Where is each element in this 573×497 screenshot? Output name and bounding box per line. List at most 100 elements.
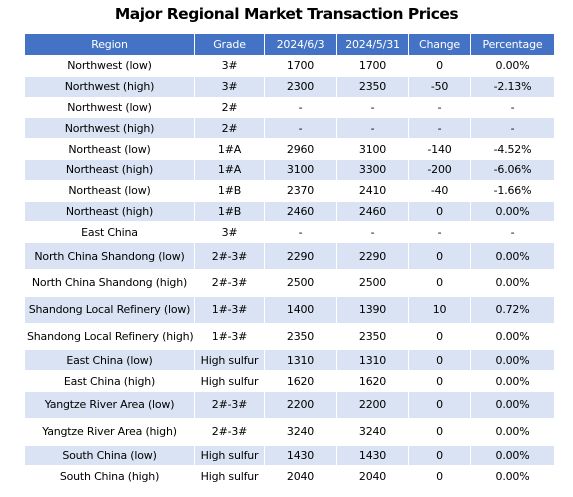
region-cell: Northeast (low) <box>24 138 195 160</box>
region-cell: South China (low) <box>24 444 195 467</box>
change-cell: 0 <box>408 370 471 392</box>
percentage-cell: -1.66% <box>470 179 555 202</box>
region-cell: Shandong Local Refinery (high) <box>24 322 195 351</box>
price-previous-cell: 2410 <box>336 179 409 202</box>
table-row: Northwest (low) 2# - - - - <box>24 96 555 119</box>
table-row: South China (high) High sulfur 2040 2040… <box>24 465 555 488</box>
change-cell: -40 <box>408 179 471 202</box>
change-cell: - <box>408 117 471 140</box>
table-row: South China (low) High sulfur 1430 1430 … <box>24 444 555 467</box>
table-row: Yangtze River Area (low) 2#-3# 2200 2200… <box>24 390 555 419</box>
price-current-cell: 1620 <box>264 370 337 392</box>
change-cell: 0 <box>408 465 471 488</box>
price-current-cell: 1310 <box>264 349 337 372</box>
price-current-cell: 3100 <box>264 158 337 181</box>
percentage-cell: -2.13% <box>470 75 555 98</box>
change-cell: -200 <box>408 158 471 181</box>
price-previous-cell: 1700 <box>336 55 409 77</box>
price-previous-cell: 3100 <box>336 138 409 160</box>
column-header-change: Change <box>408 33 471 56</box>
column-header-percentage: Percentage <box>470 33 555 56</box>
column-header-region: Region <box>24 33 195 56</box>
price-current-cell: 2200 <box>264 390 337 419</box>
region-cell: Shandong Local Refinery (low) <box>24 295 195 324</box>
price-previous-cell: 1430 <box>336 444 409 467</box>
grade-cell: 2#-3# <box>194 242 265 270</box>
percentage-cell: 0.72% <box>470 295 555 324</box>
price-current-cell: 1430 <box>264 444 337 467</box>
header-row: Region Grade 2024/6/3 2024/5/31 Change P… <box>24 33 555 56</box>
region-cell: Northwest (low) <box>24 55 195 77</box>
region-cell: East China (low) <box>24 349 195 372</box>
table-row: East China (low) High sulfur 1310 1310 0… <box>24 349 555 372</box>
change-cell: 0 <box>408 444 471 467</box>
percentage-cell: 0.00% <box>470 268 555 297</box>
grade-cell: 2#-3# <box>194 417 265 446</box>
region-cell: North China Shandong (high) <box>24 268 195 297</box>
percentage-cell: - <box>470 96 555 119</box>
percentage-cell: 0.00% <box>470 370 555 392</box>
region-cell: Northwest (high) <box>24 75 195 98</box>
table-row: East China 3# - - - - <box>24 221 555 244</box>
table-row: Shandong Local Refinery (low) 1#-3# 1400… <box>24 295 555 324</box>
change-cell: 10 <box>408 295 471 324</box>
change-cell: -50 <box>408 75 471 98</box>
percentage-cell: 0.00% <box>470 200 555 223</box>
change-cell: 0 <box>408 322 471 351</box>
table-row: Yangtze River Area (high) 2#-3# 3240 324… <box>24 417 555 446</box>
price-previous-cell: - <box>336 117 409 140</box>
price-table: Region Grade 2024/6/3 2024/5/31 Change P… <box>24 33 555 488</box>
change-cell: 0 <box>408 268 471 297</box>
table-row: Northeast (high) 1#A 3100 3300 -200 -6.0… <box>24 158 555 181</box>
percentage-cell: 0.00% <box>470 242 555 270</box>
grade-cell: High sulfur <box>194 370 265 392</box>
table-row: Northwest (high) 2# - - - - <box>24 117 555 140</box>
percentage-cell: 0.00% <box>470 390 555 419</box>
region-cell: Northwest (high) <box>24 117 195 140</box>
price-previous-cell: - <box>336 221 409 244</box>
price-current-cell: - <box>264 117 337 140</box>
price-previous-cell: - <box>336 96 409 119</box>
table-row: North China Shandong (high) 2#-3# 2500 2… <box>24 268 555 297</box>
grade-cell: 1#A <box>194 138 265 160</box>
price-previous-cell: 3300 <box>336 158 409 181</box>
region-cell: South China (high) <box>24 465 195 488</box>
percentage-cell: 0.00% <box>470 55 555 77</box>
table-row: Northwest (high) 3# 2300 2350 -50 -2.13% <box>24 75 555 98</box>
price-current-cell: 2040 <box>264 465 337 488</box>
region-cell: Northeast (low) <box>24 179 195 202</box>
change-cell: - <box>408 221 471 244</box>
table-row: Shandong Local Refinery (high) 1#-3# 235… <box>24 322 555 351</box>
percentage-cell: 0.00% <box>470 465 555 488</box>
region-cell: Northeast (high) <box>24 158 195 181</box>
grade-cell: High sulfur <box>194 465 265 488</box>
price-current-cell: - <box>264 221 337 244</box>
grade-cell: 3# <box>194 221 265 244</box>
price-previous-cell: 2350 <box>336 322 409 351</box>
price-previous-cell: 2350 <box>336 75 409 98</box>
percentage-cell: - <box>470 117 555 140</box>
grade-cell: 1#A <box>194 158 265 181</box>
change-cell: 0 <box>408 349 471 372</box>
table-row: Northwest (low) 3# 1700 1700 0 0.00% <box>24 55 555 77</box>
column-header-date-current: 2024/6/3 <box>264 33 337 56</box>
grade-cell: High sulfur <box>194 444 265 467</box>
price-current-cell: - <box>264 96 337 119</box>
change-cell: 0 <box>408 242 471 270</box>
price-current-cell: 2500 <box>264 268 337 297</box>
table-row: Northeast (low) 1#A 2960 3100 -140 -4.52… <box>24 138 555 160</box>
grade-cell: 2#-3# <box>194 268 265 297</box>
change-cell: 0 <box>408 417 471 446</box>
price-current-cell: 2300 <box>264 75 337 98</box>
price-previous-cell: 1310 <box>336 349 409 372</box>
price-current-cell: 3240 <box>264 417 337 446</box>
grade-cell: 2# <box>194 96 265 119</box>
region-cell: Yangtze River Area (high) <box>24 417 195 446</box>
price-current-cell: 2460 <box>264 200 337 223</box>
grade-cell: 2# <box>194 117 265 140</box>
price-previous-cell: 3240 <box>336 417 409 446</box>
price-previous-cell: 2040 <box>336 465 409 488</box>
grade-cell: High sulfur <box>194 349 265 372</box>
price-previous-cell: 2460 <box>336 200 409 223</box>
